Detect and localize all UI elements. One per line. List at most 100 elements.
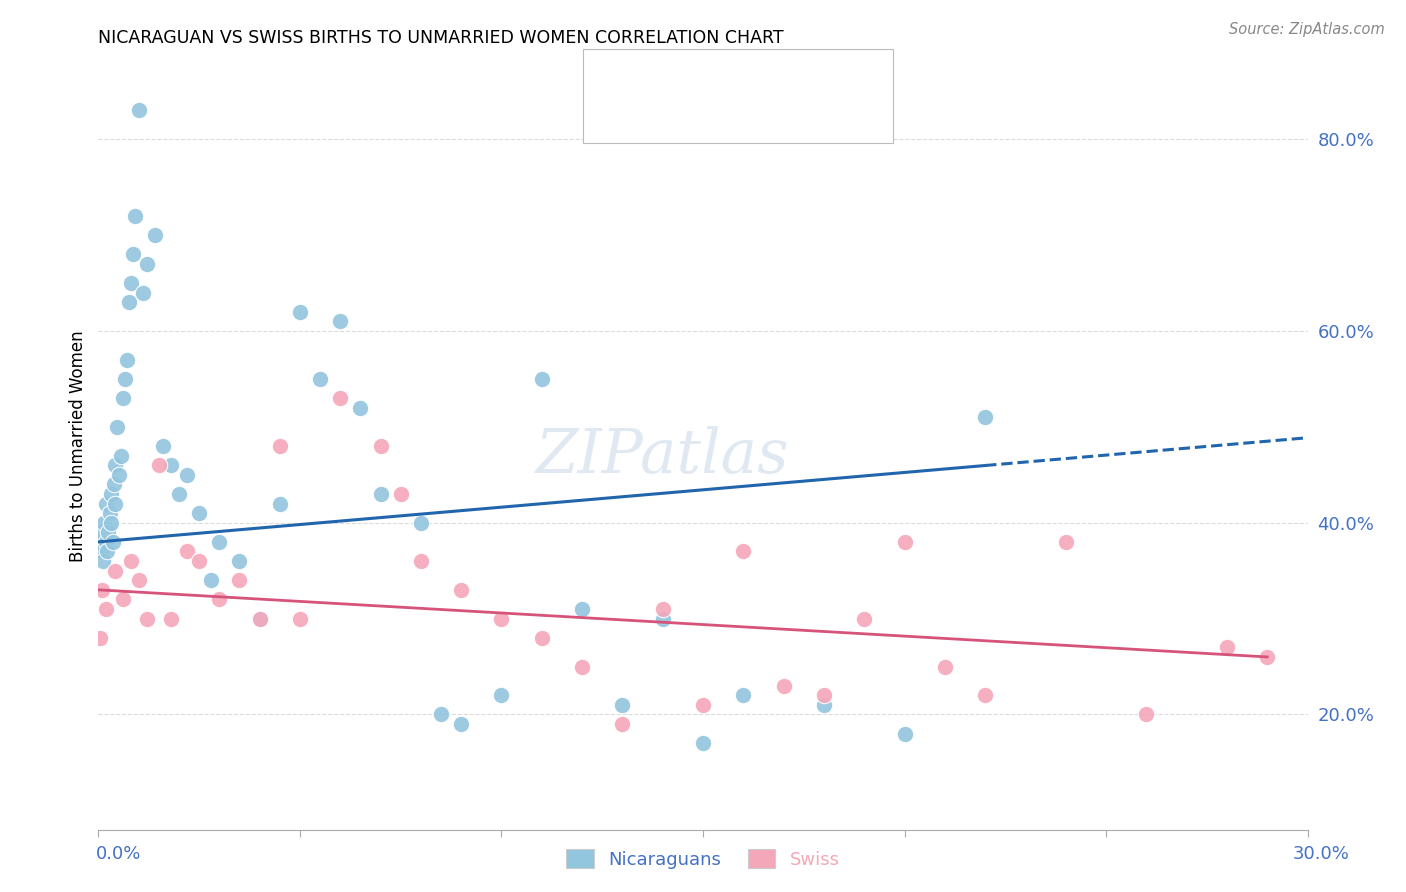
Point (97, 525, 120, 540)
Point (128, 573, 150, 587)
Point (813, 698, 835, 712)
Point (409, 554, 432, 568)
Point (692, 736, 714, 750)
Point (121, 247, 143, 261)
Point (974, 410, 997, 425)
Point (491, 612, 513, 626)
Point (1054, 534, 1077, 549)
FancyBboxPatch shape (593, 62, 636, 93)
Point (94, 534, 117, 549)
Point (89, 631, 111, 645)
Text: N =: N = (752, 69, 792, 87)
Point (692, 698, 714, 712)
Point (288, 304, 311, 318)
Point (96, 544, 118, 558)
Point (103, 564, 125, 578)
Point (135, 257, 157, 271)
Point (107, 467, 129, 482)
Point (89, 534, 111, 549)
Point (100, 516, 122, 530)
Point (111, 592, 134, 607)
Point (91, 554, 114, 568)
Point (612, 698, 634, 712)
Point (208, 534, 231, 549)
Point (228, 554, 250, 568)
Point (91, 582, 114, 597)
Point (96, 496, 118, 510)
Point (103, 458, 125, 473)
Text: R =: R = (638, 105, 676, 123)
Point (135, 612, 157, 626)
Point (118, 295, 141, 310)
Point (148, 458, 170, 473)
Point (188, 554, 211, 568)
FancyBboxPatch shape (593, 99, 636, 130)
Point (269, 496, 291, 510)
Point (91, 525, 114, 540)
Point (249, 612, 271, 626)
Text: 30.0%: 30.0% (1294, 846, 1350, 863)
Point (571, 659, 593, 673)
Point (1135, 707, 1157, 722)
Text: R =: R = (638, 69, 676, 87)
Text: NICARAGUAN VS SWISS BIRTHS TO UNMARRIED WOMEN CORRELATION CHART: NICARAGUAN VS SWISS BIRTHS TO UNMARRIED … (98, 29, 785, 47)
Point (143, 227, 166, 242)
Point (370, 487, 392, 501)
Point (188, 506, 211, 520)
Point (90, 544, 112, 558)
Text: 39: 39 (789, 105, 814, 123)
Point (100, 487, 122, 501)
Point (228, 573, 250, 587)
Point (152, 439, 174, 453)
Point (124, 209, 146, 223)
Text: -0.161: -0.161 (676, 105, 738, 123)
Point (128, 103, 150, 118)
Point (974, 689, 997, 703)
Point (934, 659, 956, 673)
Point (450, 717, 472, 731)
Text: 58: 58 (789, 69, 814, 87)
Point (1256, 649, 1278, 664)
Point (160, 612, 183, 626)
Point (111, 391, 134, 405)
Point (249, 612, 271, 626)
Point (105, 419, 128, 434)
Point (269, 439, 291, 453)
Point (491, 689, 513, 703)
Point (114, 372, 136, 386)
Text: 0.100: 0.100 (676, 69, 731, 87)
Point (893, 726, 915, 740)
Point (389, 487, 412, 501)
Point (101, 534, 124, 549)
Point (530, 631, 553, 645)
Point (893, 534, 915, 549)
Point (93, 516, 115, 530)
Text: N =: N = (752, 105, 792, 123)
Point (309, 372, 332, 386)
Point (200, 573, 222, 587)
Point (733, 544, 755, 558)
Point (98, 506, 121, 520)
Point (530, 372, 553, 386)
Point (96, 602, 118, 616)
Point (160, 458, 183, 473)
Point (349, 401, 371, 415)
Text: ZIPatlas: ZIPatlas (536, 425, 789, 485)
Point (176, 467, 198, 482)
Text: 0.0%: 0.0% (96, 846, 141, 863)
Point (853, 612, 876, 626)
Point (329, 391, 352, 405)
Point (132, 285, 155, 300)
Y-axis label: Births to Unmarried Women: Births to Unmarried Women (69, 330, 87, 562)
Point (167, 487, 190, 501)
Point (571, 602, 593, 616)
Point (733, 689, 755, 703)
Text: Source: ZipAtlas.com: Source: ZipAtlas.com (1229, 22, 1385, 37)
Point (104, 496, 127, 510)
Point (813, 689, 835, 703)
Point (370, 439, 392, 453)
Point (430, 707, 453, 722)
Point (1216, 640, 1239, 655)
Point (208, 592, 231, 607)
Point (651, 602, 673, 616)
